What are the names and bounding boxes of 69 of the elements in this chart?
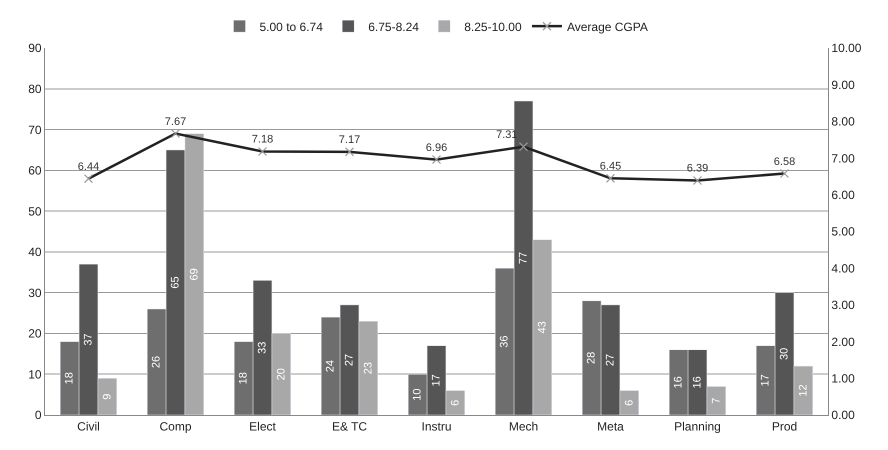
data-label: 7 [710, 398, 722, 404]
y2-tick-label: 0.00 [831, 408, 856, 422]
data-label: 12 [797, 384, 810, 397]
y2-tick-label: 2.00 [831, 334, 856, 349]
y2-tick-label: 6.00 [831, 188, 856, 202]
data-label: 18 [238, 372, 250, 384]
x-tick-label: E& TC [332, 419, 368, 434]
legend-label: Average CGPA [566, 20, 648, 34]
data-label: 43 [536, 321, 548, 334]
y2-tick-label: 8.00 [831, 114, 856, 129]
data-label: 6.96 [426, 142, 448, 154]
legend-label: 8.25-10.00 [464, 20, 522, 34]
data-label: 6.44 [78, 160, 100, 173]
data-label: 24 [324, 360, 337, 372]
data-label: 33 [256, 342, 269, 354]
data-label: 7.17 [338, 134, 360, 146]
data-label: 6.45 [600, 160, 622, 173]
x-tick-label: Comp [159, 419, 192, 434]
y2-tick-label: 9.00 [831, 78, 856, 92]
data-label: 6 [449, 400, 462, 406]
y2-tick-label: 1.00 [831, 372, 856, 386]
x-tick-label: Prod [772, 419, 798, 434]
legend-label: 6.75-8.24 [368, 20, 420, 34]
data-label: 27 [604, 354, 616, 366]
x-tick-label: Mech [508, 419, 538, 434]
y2-tick-label: 5.00 [831, 224, 856, 239]
y-tick-label: 60 [28, 164, 42, 178]
data-label: 6.58 [774, 156, 796, 168]
y2-tick-label: 7.00 [831, 151, 856, 166]
y-tick-label: 0 [34, 408, 42, 422]
data-label: 27 [344, 354, 356, 366]
y2-tick-label: 3.00 [831, 298, 856, 312]
legend-label: 5.00 to 6.74 [260, 20, 324, 34]
data-label: 37 [82, 333, 95, 346]
data-label: 16 [672, 376, 685, 389]
data-label: 9 [101, 394, 114, 400]
data-label: 17 [430, 374, 443, 386]
y-tick-label: 10 [28, 367, 42, 382]
y2-tick-label: 10.00 [831, 41, 862, 56]
x-tick-label: Planning [674, 419, 721, 434]
data-label: 69 [188, 268, 200, 280]
x-tick-label: Elect [249, 419, 276, 434]
data-label: 10 [412, 388, 424, 401]
x-tick-label: Civil [77, 419, 100, 434]
data-label: 23 [362, 362, 374, 374]
y2-tick-label: 4.00 [831, 261, 856, 276]
data-label: 6.39 [686, 162, 708, 175]
data-label: 28 [586, 352, 598, 364]
data-label: 65 [170, 276, 182, 289]
data-label: 17 [760, 374, 772, 386]
data-label: 18 [64, 372, 76, 384]
x-tick-label: Meta [597, 419, 624, 434]
y-tick-label: 50 [28, 204, 42, 218]
y-tick-label: 70 [28, 122, 42, 137]
data-label: 7.18 [252, 134, 274, 146]
data-label: 7.67 [164, 116, 186, 128]
y-tick-label: 40 [28, 245, 42, 260]
data-label: 20 [275, 368, 288, 380]
y-tick-label: 30 [28, 286, 42, 300]
data-label: 30 [778, 348, 791, 360]
y-tick-label: 80 [28, 82, 42, 96]
data-label: 77 [518, 252, 530, 264]
data-label: 26 [150, 356, 163, 368]
data-label: 16 [692, 376, 704, 389]
data-label: 6 [623, 400, 636, 406]
y-tick-label: 90 [28, 41, 42, 56]
y-tick-label: 20 [28, 326, 42, 341]
x-tick-label: Instru [421, 419, 452, 434]
data-label: 36 [498, 335, 511, 348]
